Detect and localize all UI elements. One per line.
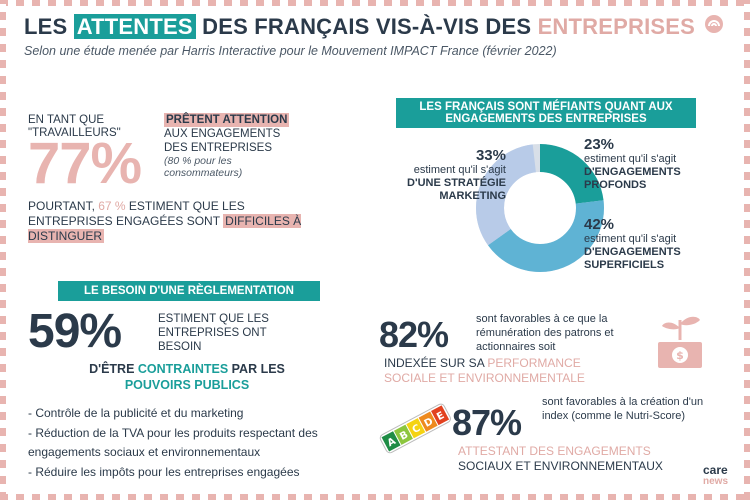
mefiants-header: LES FRANÇAIS SONT MÉFIANTS QUANT AUX ENG…	[396, 98, 696, 128]
stat-59: 59%	[28, 305, 122, 358]
svg-text:$: $	[676, 349, 684, 362]
donut-slice-23	[476, 144, 604, 272]
contraintes-text: D'ÊTRE CONTRAINTES PAR LES POUVOIRS PUBL…	[89, 362, 285, 392]
slice-label-23: 23% estiment qu'il s'agit D'ENGAGEMENTS …	[584, 136, 681, 191]
stat-82: 82%	[379, 314, 449, 355]
carenews-logo: care news	[703, 463, 729, 487]
title-highlight: ATTENTES	[73, 14, 196, 39]
slice-label-42: 42% estiment qu'il s'agit D'ENGAGEMENTS …	[584, 216, 681, 271]
list-item: Réduction de la TVA pour les produits re…	[28, 424, 358, 463]
nutri-letter: C	[411, 423, 423, 436]
stat-87-text: sont favorables à la création d'un index…	[542, 396, 704, 422]
pourtant-text: POURTANT, 67 % ESTIMENT QUE LES ENTREPRI…	[28, 199, 302, 243]
page-title: LES ATTENTES DES FRANÇAIS VIS-À-VIS DES …	[24, 14, 696, 39]
nutri-letter: E	[435, 410, 446, 423]
care-logo-icon	[705, 15, 723, 33]
nutri-letter: B	[398, 429, 410, 442]
infographic-canvas: LES ATTENTES DES FRANÇAIS VIS-À-VIS DES …	[6, 6, 744, 494]
attention-highlight: PRÊTENT ATTENTION	[164, 113, 290, 127]
stat-82-text: sont favorables à ce que la rémunération…	[476, 313, 614, 353]
attestant-text: ATTESTANT DES ENGAGEMENTS SOCIAUX ET ENV…	[458, 444, 663, 473]
indexee-text: INDEXÉE SUR SA PERFORMANCE SOCIALE ET EN…	[384, 356, 585, 385]
donut-slice-42	[476, 144, 604, 272]
list-item: Réduire les impôts pour les entreprises …	[28, 463, 358, 483]
donut-slice-33	[476, 144, 604, 272]
workers-label: EN TANT QUE "TRAVAILLEURS"	[28, 114, 121, 139]
money-plant-icon: $	[658, 316, 702, 368]
stat-87: 87%	[452, 402, 522, 443]
consumer-note: (80 % pour les consommateurs)	[164, 155, 243, 179]
title-pink-word: ENTREPRISES	[537, 14, 696, 39]
stat-77: 77%	[28, 131, 142, 196]
reglementation-header: LE BESOIN D'UNE RÈGLEMENTATION	[58, 281, 320, 301]
slice-label-33: 33% estiment qu'il s'agit D'UNE STRATÉGI…	[407, 147, 506, 202]
stat-59-text: ESTIMENT QUE LES ENTREPRISES ONT BESOIN	[158, 313, 269, 353]
page-subtitle: Selon une étude menée par Harris Interac…	[24, 44, 557, 58]
measures-list: Contrôle de la publicité et du marketing…	[28, 404, 358, 482]
donut-chart	[476, 144, 604, 272]
attention-text: PRÊTENT ATTENTION AUX ENGAGEMENTS DES EN…	[164, 113, 290, 179]
list-item: Contrôle de la publicité et du marketing	[28, 404, 358, 424]
